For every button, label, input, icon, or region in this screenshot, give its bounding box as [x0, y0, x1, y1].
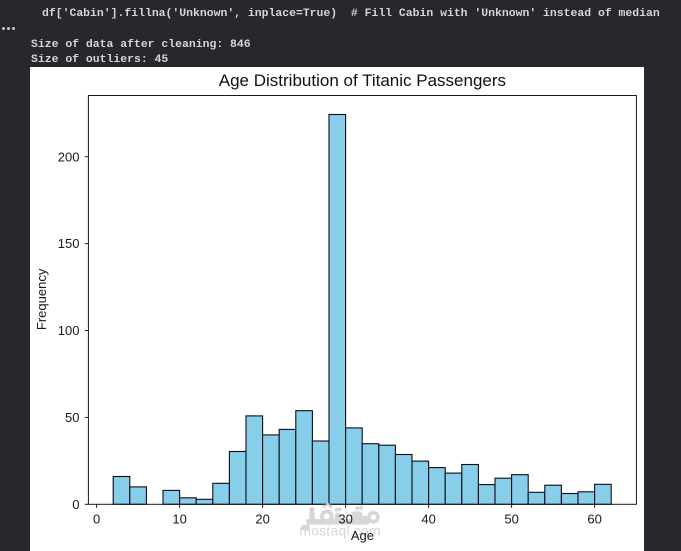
svg-text:0: 0 — [93, 512, 100, 527]
svg-text:60: 60 — [587, 512, 601, 527]
svg-text:100: 100 — [58, 323, 80, 338]
svg-text:20: 20 — [255, 512, 269, 527]
svg-text:200: 200 — [58, 149, 80, 164]
svg-text:10: 10 — [172, 512, 186, 527]
svg-text:40: 40 — [421, 512, 435, 527]
svg-text:30: 30 — [338, 512, 352, 527]
svg-text:150: 150 — [58, 236, 80, 251]
svg-text:Frequency: Frequency — [34, 268, 49, 330]
svg-text:0: 0 — [72, 497, 79, 512]
svg-text:Age: Age — [351, 528, 374, 543]
svg-text:Age Distribution of Titanic Pa: Age Distribution of Titanic Passengers — [219, 71, 506, 90]
svg-text:mostaql.com: mostaql.com — [299, 523, 381, 539]
svg-text:50: 50 — [504, 512, 518, 527]
svg-text:50: 50 — [65, 410, 79, 425]
